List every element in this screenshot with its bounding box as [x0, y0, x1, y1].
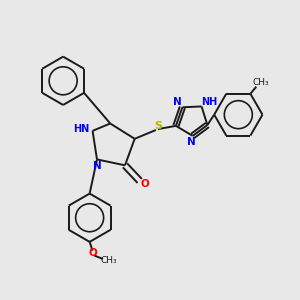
Text: N: N [187, 137, 196, 147]
Text: N: N [173, 97, 182, 107]
Text: O: O [88, 248, 97, 258]
Text: CH₃: CH₃ [100, 256, 117, 265]
Text: CH₃: CH₃ [252, 78, 269, 87]
Text: N: N [93, 161, 102, 171]
Text: HN: HN [73, 124, 89, 134]
Text: S: S [154, 121, 162, 131]
Text: NH: NH [201, 97, 217, 107]
Text: O: O [141, 179, 149, 190]
